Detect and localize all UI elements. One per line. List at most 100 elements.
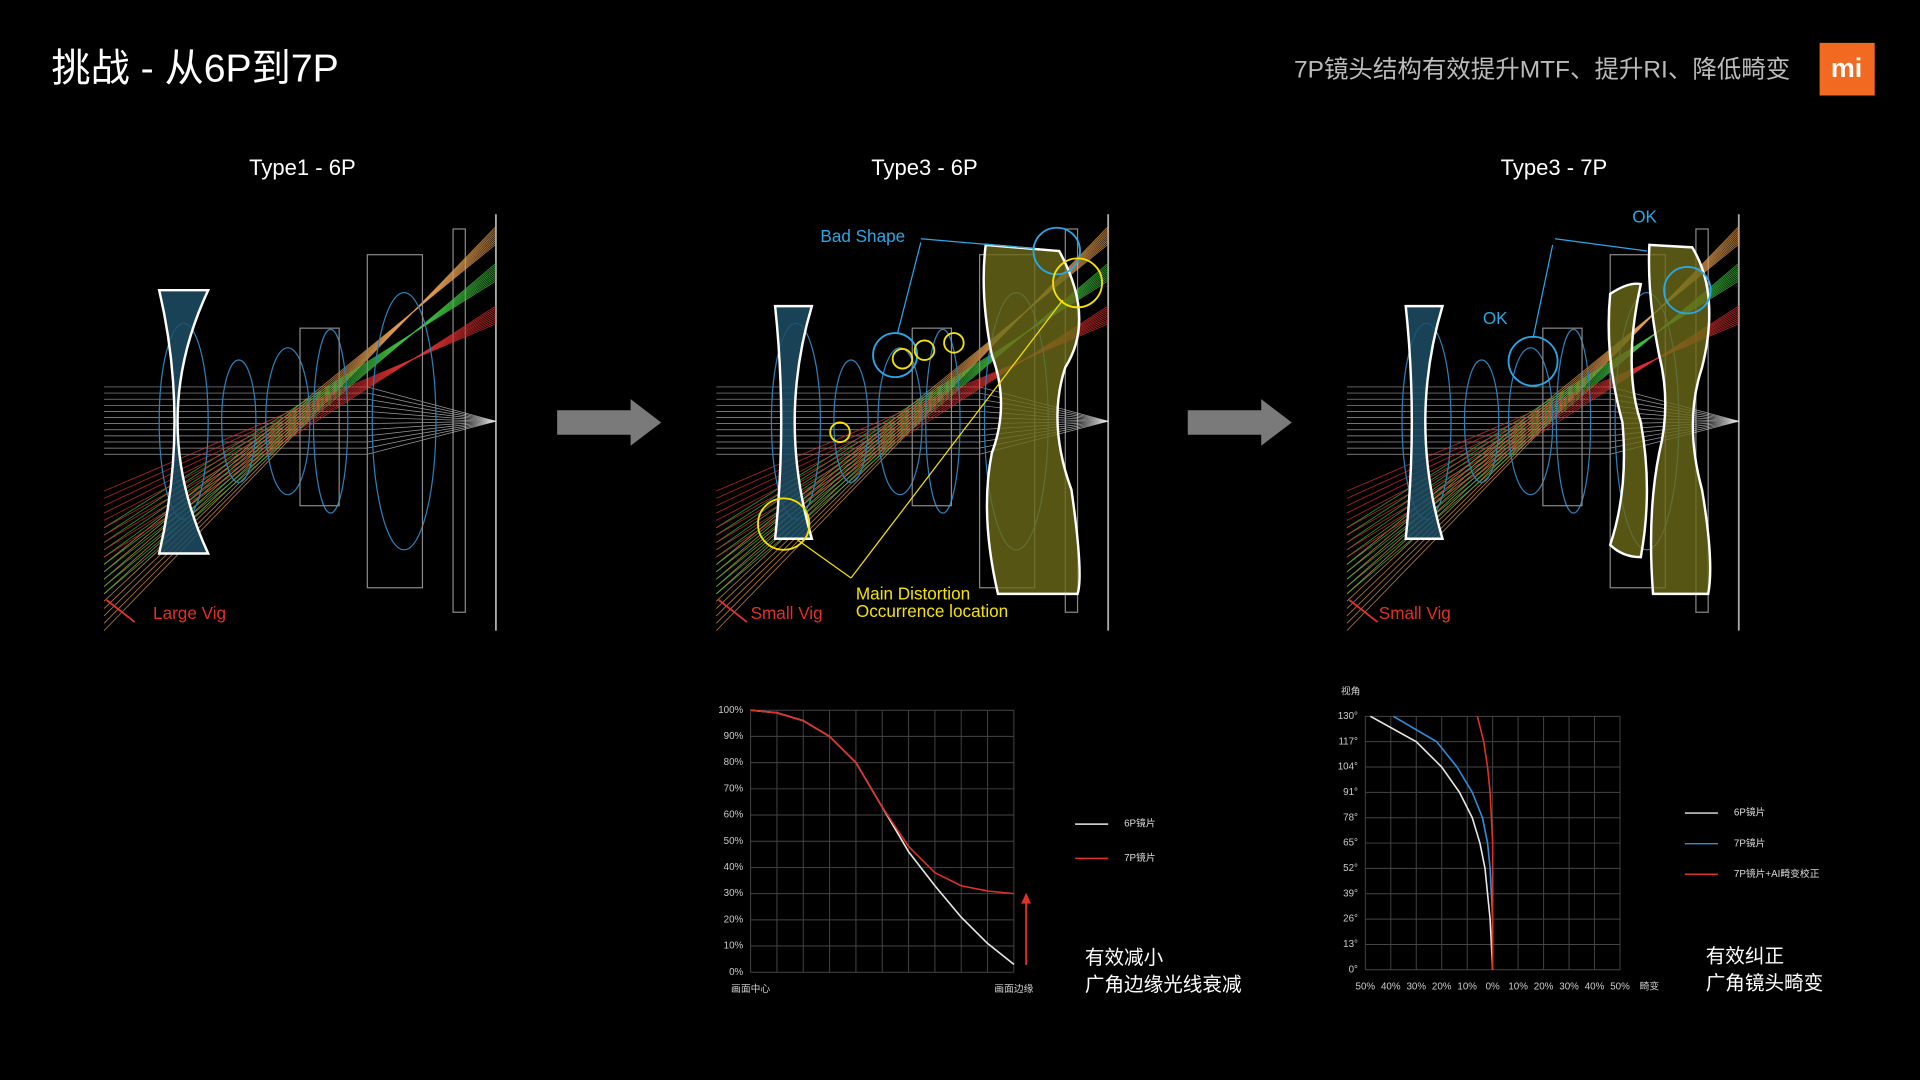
lens xyxy=(1463,359,1500,484)
y-tick-label: 117° xyxy=(1338,736,1358,747)
x-tick-label: 20% xyxy=(1534,982,1554,993)
highlight-circle xyxy=(1052,257,1103,309)
y-tick-label: 39° xyxy=(1343,888,1358,899)
front-lens xyxy=(1404,304,1445,540)
vig-marker xyxy=(1348,599,1379,623)
slide-title: 挑战 - 从6P到7P xyxy=(51,47,338,90)
x-tick-label: 50% xyxy=(1610,982,1630,993)
lens xyxy=(877,347,923,496)
y-tick-label: 104° xyxy=(1338,762,1358,773)
y-tick-label: 0% xyxy=(729,967,743,978)
y-tick-label: 100% xyxy=(718,705,743,716)
y-tick-label: 70% xyxy=(724,783,744,794)
highlight-circle xyxy=(872,332,919,379)
x-tick-label: 30% xyxy=(1406,982,1426,993)
x-tick-label: 20% xyxy=(1432,982,1452,993)
y-tick-label: 80% xyxy=(724,757,744,768)
y-tick-label: 90% xyxy=(724,731,744,742)
series-line xyxy=(1476,716,1494,970)
slide-subtitle: 7P镜头结构有效提升MTF、提升RI、降低畸变 xyxy=(1294,55,1790,83)
lens xyxy=(371,292,437,551)
logo-text: mi xyxy=(1831,53,1862,83)
rear-lens xyxy=(1647,243,1712,596)
x-tick-label: 10% xyxy=(1508,982,1528,993)
caption: 广角镜头畸变 xyxy=(1706,973,1823,995)
lens xyxy=(1507,347,1554,496)
annotation: Small Vig xyxy=(751,603,823,623)
lens xyxy=(221,359,257,484)
highlight-circle xyxy=(891,348,914,370)
highlight-circle xyxy=(1663,266,1712,315)
x-tick-label: 30% xyxy=(1559,982,1579,993)
annotation: Bad Shape xyxy=(820,226,905,246)
y-tick-label: 130° xyxy=(1338,711,1358,722)
y-tick-label: 50% xyxy=(724,836,744,847)
annotation: Main Distortion xyxy=(856,584,970,604)
x-axis-label: 畸变 xyxy=(1640,980,1660,993)
lens-mount xyxy=(1542,327,1583,507)
lens xyxy=(833,359,869,484)
x-tick-label: 10% xyxy=(1457,982,1477,993)
lens xyxy=(1555,328,1592,514)
annotation: OK xyxy=(1483,308,1508,328)
annotation: Small Vig xyxy=(1379,603,1451,623)
highlight-circle xyxy=(943,332,965,354)
series-line xyxy=(1370,715,1494,970)
legend-label: 6P镜片 xyxy=(1124,817,1156,830)
annotation: Large Vig xyxy=(153,603,226,623)
annotation: Occurrence location xyxy=(856,601,1008,621)
x-tick-label: 画面中心 xyxy=(731,982,770,995)
arrow xyxy=(1187,399,1292,446)
y-tick-label: 52° xyxy=(1343,863,1358,874)
highlight-circle xyxy=(829,421,851,443)
x-tick-label: 40% xyxy=(1381,982,1401,993)
lens-mount xyxy=(911,327,953,507)
front-lens xyxy=(773,304,814,540)
panel-title: Type3 - 6P xyxy=(871,155,978,180)
panel-title: Type3 - 7P xyxy=(1501,155,1608,180)
leader-line xyxy=(896,242,922,334)
highlight-circle xyxy=(1032,226,1081,276)
leader-line xyxy=(850,299,1064,579)
legend-label: 7P镜片 xyxy=(1734,836,1766,849)
x-tick-label: 50% xyxy=(1356,982,1376,993)
y-tick-label: 91° xyxy=(1343,787,1358,798)
vig-marker xyxy=(105,599,136,623)
y-axis-label: 视角 xyxy=(1341,684,1361,697)
y-tick-label: 13° xyxy=(1343,939,1358,950)
leader-line xyxy=(1532,244,1554,339)
y-tick-label: 0° xyxy=(1349,964,1358,975)
y-tick-label: 10% xyxy=(724,941,744,952)
y-tick-label: 78° xyxy=(1343,812,1358,823)
leader-line xyxy=(1555,238,1648,252)
y-tick-label: 30% xyxy=(724,888,744,899)
y-tick-label: 20% xyxy=(724,914,744,925)
legend-label: 6P镜片 xyxy=(1734,806,1766,819)
caption: 有效纠正 xyxy=(1706,946,1784,968)
lens xyxy=(312,328,349,514)
indicator-arrowhead xyxy=(1021,892,1032,904)
leader-line xyxy=(795,538,852,579)
legend-label: 7P镜片 xyxy=(1124,851,1156,864)
lens xyxy=(265,347,311,496)
highlight-circle xyxy=(757,497,811,551)
y-tick-label: 65° xyxy=(1343,838,1358,849)
y-tick-label: 60% xyxy=(724,810,744,821)
series-line xyxy=(750,709,1014,895)
logo xyxy=(1819,42,1875,96)
front-lens xyxy=(157,288,211,555)
arrow xyxy=(557,399,662,446)
lens xyxy=(925,328,961,514)
legend-label: 7P镜片+AI畸变校正 xyxy=(1734,867,1820,880)
caption: 有效减小 xyxy=(1085,947,1164,969)
y-tick-label: 26° xyxy=(1343,914,1358,925)
x-tick-label: 画面边缘 xyxy=(994,982,1033,995)
x-tick-label: 40% xyxy=(1585,982,1605,993)
rear-lens xyxy=(1607,282,1649,559)
vig-marker xyxy=(718,599,748,623)
x-tick-label: 0% xyxy=(1486,982,1500,993)
y-tick-label: 40% xyxy=(724,862,744,873)
